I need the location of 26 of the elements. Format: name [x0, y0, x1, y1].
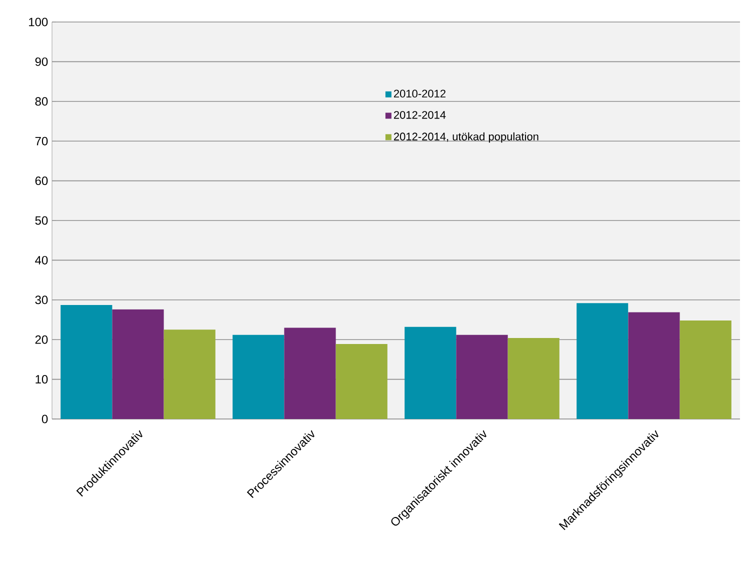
y-tick-label: 0 — [42, 414, 48, 424]
bar — [456, 334, 508, 419]
y-tick-label: 70 — [35, 136, 48, 146]
bar — [232, 334, 284, 419]
y-tick-label: 30 — [35, 296, 48, 304]
bar — [60, 305, 112, 419]
legend-label: 2010-2012 — [394, 90, 446, 98]
y-tick-label: 100 — [29, 18, 48, 26]
bar — [508, 338, 560, 419]
y-tick-label: 10 — [36, 375, 48, 384]
bar — [284, 328, 336, 419]
y-tick-label: 60 — [35, 176, 48, 186]
bar — [112, 309, 164, 419]
bar — [628, 312, 680, 419]
y-tick-label: 20 — [35, 335, 48, 344]
y-tick-label: 40 — [35, 256, 48, 264]
legend-label: 2012-2014, utökad population — [394, 132, 538, 143]
bar — [576, 303, 628, 419]
y-tick-label: 90 — [35, 57, 48, 66]
bar — [680, 320, 732, 419]
legend-label: 2012-2014 — [394, 111, 446, 119]
bar — [164, 330, 216, 419]
y-tick-label: 50 — [35, 216, 48, 225]
y-tick-label: 80 — [35, 97, 48, 106]
bar — [404, 326, 456, 419]
bar — [336, 344, 388, 419]
